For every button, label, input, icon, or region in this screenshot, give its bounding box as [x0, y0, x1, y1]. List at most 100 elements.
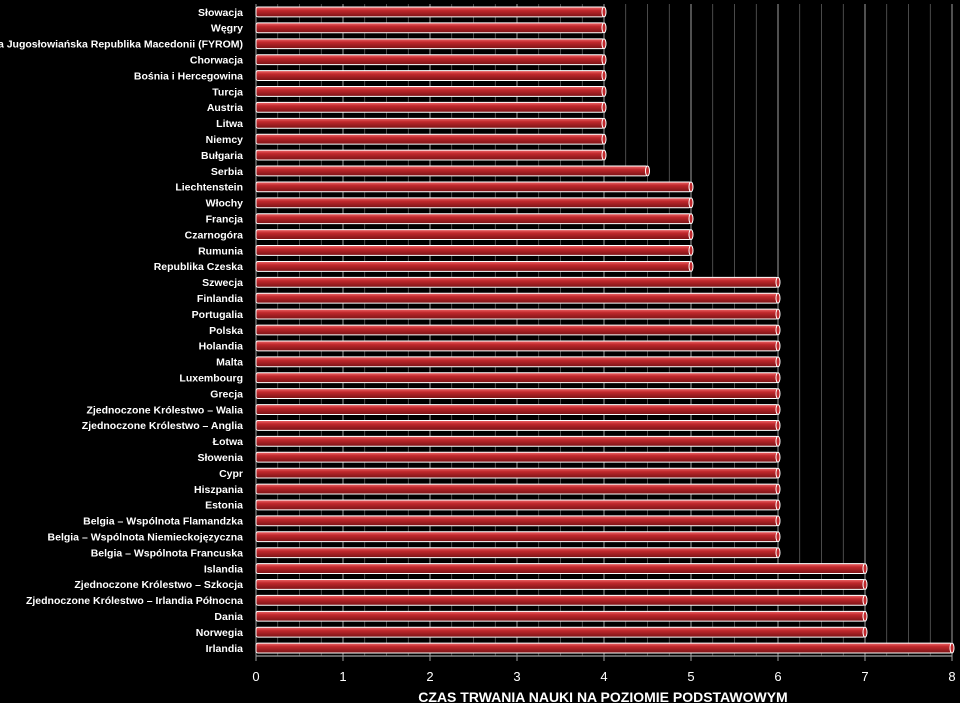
bar-end-cap	[775, 499, 781, 511]
x-tick-label: 2	[426, 669, 433, 684]
bar-body	[255, 54, 605, 66]
category-label: Cypr	[219, 468, 243, 480]
bar-body	[255, 165, 648, 177]
x-tick-label: 7	[861, 669, 868, 684]
bar	[255, 515, 781, 527]
bar	[255, 435, 781, 447]
category-label: Dania	[214, 611, 243, 623]
category-label: Austria	[207, 102, 243, 114]
category-label: Norwegia	[196, 627, 243, 639]
bar-body	[255, 404, 779, 415]
bar-end-cap	[775, 467, 781, 479]
bar-body	[255, 6, 605, 18]
bar	[255, 6, 607, 18]
bar-end-cap	[775, 451, 781, 463]
bar-end-cap	[775, 435, 781, 447]
bar-body	[255, 356, 779, 368]
bar-end-cap	[862, 626, 868, 638]
category-label: Polska	[209, 325, 243, 337]
bar-end-cap	[949, 642, 955, 654]
bar-body	[255, 372, 779, 384]
bar-body	[255, 133, 605, 145]
bar	[255, 101, 607, 113]
bar-body	[255, 515, 779, 527]
bar	[255, 594, 868, 606]
category-label: Irlandia	[206, 643, 244, 655]
bars	[255, 6, 955, 654]
bar	[255, 70, 607, 81]
bar-body	[255, 38, 605, 50]
bar	[255, 499, 781, 511]
category-label: Finlandia	[197, 293, 243, 305]
bar-end-cap	[601, 86, 607, 97]
bar-body	[255, 308, 779, 320]
bar-body	[255, 531, 779, 543]
x-axis: 0 1 2 3 4 5 6 7 8	[252, 655, 956, 684]
bar	[255, 245, 694, 256]
bar-end-cap	[601, 117, 607, 129]
x-tick-label: 1	[339, 669, 346, 684]
bar-end-cap	[688, 197, 694, 209]
bar-body	[255, 483, 779, 495]
category-label: Chorwacja	[190, 54, 243, 66]
bar-body	[255, 292, 779, 304]
bar	[255, 563, 868, 574]
bar	[255, 324, 781, 336]
bar	[255, 38, 607, 50]
x-tick-label: 5	[687, 669, 694, 684]
bar	[255, 388, 781, 400]
bar-end-cap	[601, 70, 607, 81]
category-label: Belgia – Wspólnota Flamandzka	[83, 516, 243, 528]
bar-end-cap	[601, 149, 607, 161]
category-label: Czarnogóra	[185, 229, 244, 241]
bar-end-cap	[601, 133, 607, 145]
category-label: Słowenia	[197, 452, 243, 464]
bar-end-cap	[775, 276, 781, 288]
category-label: Turcja	[212, 86, 243, 98]
bar	[255, 419, 781, 431]
bar-end-cap	[601, 38, 607, 50]
bar	[255, 547, 781, 559]
category-label: Malta	[216, 357, 243, 369]
bar-body	[255, 467, 779, 479]
bar	[255, 149, 607, 161]
bar-end-cap	[862, 579, 868, 590]
bar	[255, 483, 781, 495]
bar	[255, 579, 868, 590]
bar-body	[255, 149, 605, 161]
x-tick-label: 0	[252, 669, 259, 684]
category-label: Belgia – Wspólnota Niemieckojęzyczna	[48, 532, 244, 544]
bar	[255, 133, 607, 145]
category-label: Grecja	[210, 388, 243, 400]
bar-body	[255, 181, 692, 193]
bar-body	[255, 419, 779, 431]
category-label: Zjednoczone Królestwo – Anglia	[82, 420, 243, 432]
bar-body	[255, 101, 605, 113]
bar	[255, 451, 781, 463]
category-label: Łotwa	[213, 436, 243, 448]
category-label: Bułgaria	[201, 150, 243, 162]
category-label: Rumunia	[198, 245, 243, 257]
bar-end-cap	[601, 54, 607, 66]
category-label: Belgia – Wspólnota Francuska	[91, 547, 243, 559]
category-label: Estonia	[205, 500, 243, 512]
x-tick-label: 6	[774, 669, 781, 684]
bar-body	[255, 451, 779, 463]
x-tick-label: 4	[600, 669, 607, 684]
category-label: Szwecja	[202, 277, 243, 289]
category-label: Portugalia	[192, 309, 244, 321]
bar	[255, 610, 868, 622]
bar-end-cap	[775, 292, 781, 304]
bar	[255, 86, 607, 97]
x-tick-label: 3	[513, 669, 520, 684]
category-label: Islandia	[204, 563, 243, 575]
bar	[255, 404, 781, 415]
bar	[255, 340, 781, 352]
bar-end-cap	[775, 388, 781, 400]
bar-end-cap	[862, 594, 868, 606]
bar-end-cap	[775, 483, 781, 495]
bar-body	[255, 547, 779, 559]
bar-end-cap	[775, 308, 781, 320]
